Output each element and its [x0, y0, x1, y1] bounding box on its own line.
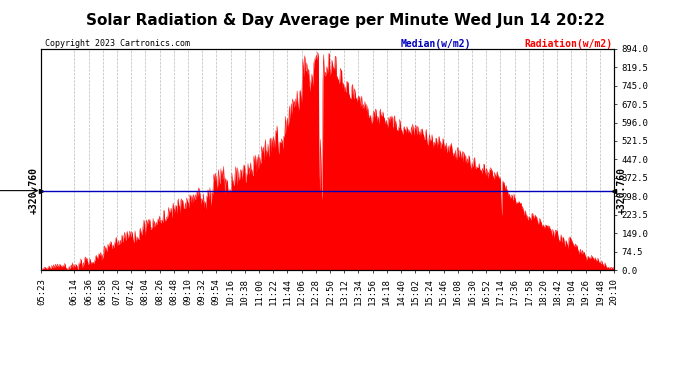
Text: Radiation(w/m2): Radiation(w/m2): [524, 39, 613, 50]
Text: Copyright 2023 Cartronics.com: Copyright 2023 Cartronics.com: [45, 39, 190, 48]
Text: +320.760: +320.760: [617, 167, 627, 214]
Text: +320.760: +320.760: [28, 167, 39, 214]
Text: Solar Radiation & Day Average per Minute Wed Jun 14 20:22: Solar Radiation & Day Average per Minute…: [86, 13, 604, 28]
Text: Median(w/m2): Median(w/m2): [400, 39, 471, 50]
